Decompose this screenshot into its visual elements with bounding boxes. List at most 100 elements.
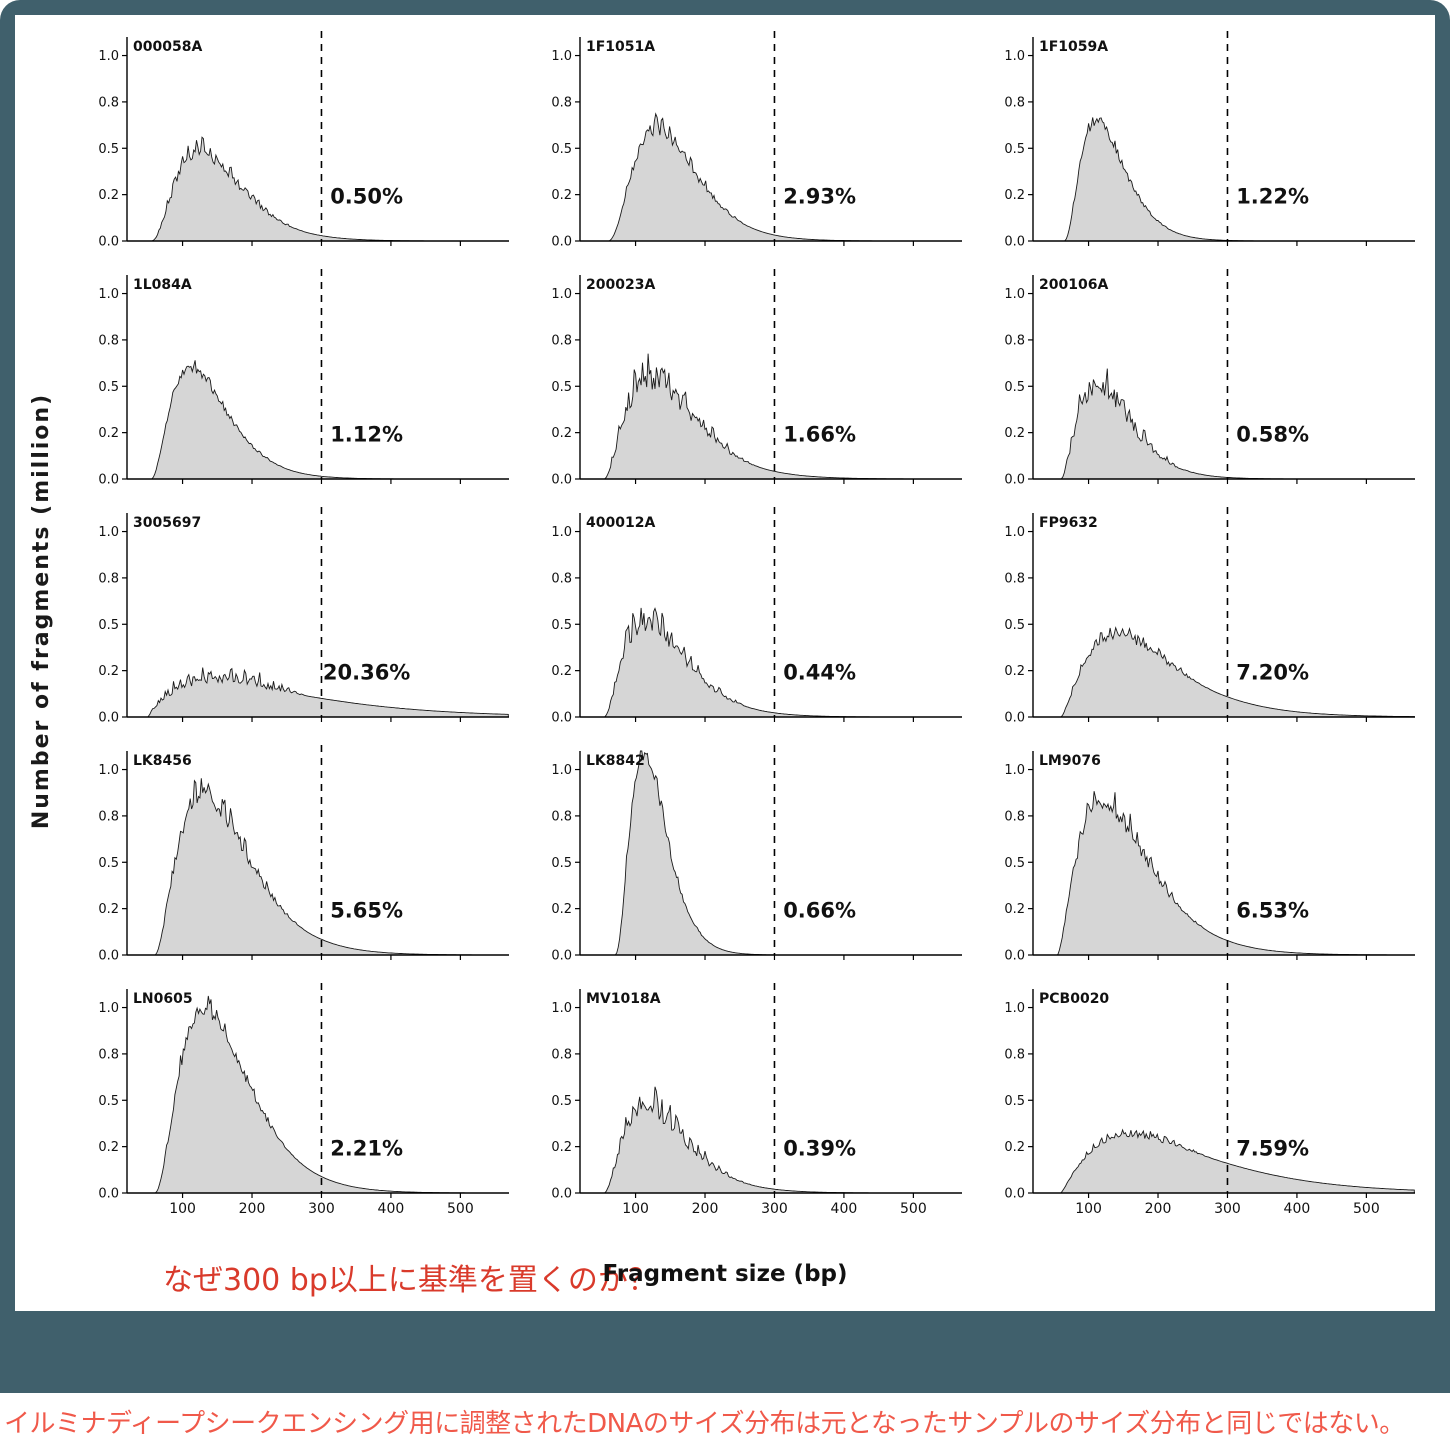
histogram-panel-cell: 0.0 0.2 0.5 0.8 1.0 100 200 300 400 500 LN0605 2.21… — [77, 981, 517, 1219]
y-tick-label: 0.2 — [551, 664, 572, 679]
y-tick-label: 0.2 — [1004, 1140, 1025, 1155]
y-tick-label: 1.0 — [551, 287, 572, 302]
histogram-panel: 0.0 0.2 0.5 0.8 1.0 200106A 0.58% — [1004, 269, 1415, 488]
distribution-area — [146, 667, 509, 718]
y-tick-label: 0.8 — [98, 1047, 119, 1062]
y-tick-label: 0.5 — [551, 618, 572, 633]
y-tick-label: 0.5 — [1004, 856, 1025, 871]
panel-sample-id: PCB0020 — [1039, 991, 1109, 1007]
y-tick-label: 1.0 — [1004, 1001, 1025, 1016]
caption-text: イルミナディープシークエンシング用に調整されたDNAのサイズ分布は元となったサン… — [4, 1409, 1405, 1439]
y-tick-label: 0.8 — [98, 571, 119, 586]
y-tick-label: 1.0 — [98, 763, 119, 778]
panel-sample-id: 3005697 — [133, 515, 201, 531]
panel-sample-id: LK8842 — [586, 753, 645, 769]
histogram-panel-cell: 0.0 0.2 0.5 0.8 1.0 400012A 0.44% — [530, 505, 970, 743]
histogram-panel: 0.0 0.2 0.5 0.8 1.0 000058A 0.50% — [98, 31, 509, 250]
y-tick-label: 0.8 — [98, 333, 119, 348]
y-tick-label: 0.0 — [1004, 235, 1025, 250]
y-tick-label: 1.0 — [551, 763, 572, 778]
panel-sample-id: 1L084A — [133, 277, 192, 293]
y-tick-label: 1.0 — [98, 49, 119, 64]
panel-sample-id: 200106A — [1039, 277, 1108, 293]
y-tick-label: 0.5 — [1004, 618, 1025, 633]
panel-sample-id: LM9076 — [1039, 753, 1101, 769]
histogram-panel-cell: 0.0 0.2 0.5 0.8 1.0 1L084A 1.12% — [77, 267, 517, 505]
y-tick-label: 0.0 — [551, 711, 572, 726]
y-tick-label: 0.0 — [98, 1187, 119, 1202]
histogram-panel: 0.0 0.2 0.5 0.8 1.0 LM9076 6.53% — [1004, 745, 1415, 964]
annotation-question: なぜ300 bp以上に基準を置くのか？ — [163, 1263, 658, 1298]
y-tick-label: 0.5 — [98, 380, 119, 395]
panel-percent-label: 0.50% — [330, 184, 403, 208]
y-tick-label: 0.5 — [98, 1094, 119, 1109]
y-tick-label: 0.2 — [1004, 902, 1025, 917]
x-tick-label: 300 — [1214, 1201, 1241, 1217]
y-tick-label: 0.2 — [1004, 664, 1025, 679]
y-tick-label: 0.8 — [1004, 95, 1025, 110]
histogram-panel-cell: 0.0 0.2 0.5 0.8 1.0 LK8456 5.65% — [77, 743, 517, 981]
y-tick-label: 1.0 — [98, 287, 119, 302]
y-tick-label: 1.0 — [1004, 49, 1025, 64]
histogram-panel: 0.0 0.2 0.5 0.8 1.0 100 200 300 400 500 PCB0020 7.5… — [1004, 983, 1415, 1217]
caption-bar: イルミナディープシークエンシング用に調整されたDNAのサイズ分布は元となったサン… — [0, 1393, 1450, 1450]
x-tick-label: 400 — [1284, 1201, 1311, 1217]
y-tick-label: 0.8 — [1004, 333, 1025, 348]
x-tick-label: 100 — [622, 1201, 649, 1217]
x-tick-label: 100 — [169, 1201, 196, 1217]
y-tick-label: 0.5 — [1004, 380, 1025, 395]
histogram-panel: 0.0 0.2 0.5 0.8 1.0 100 200 300 400 500 LN0605 2.21… — [98, 983, 509, 1217]
panel-sample-id: LN0605 — [133, 991, 193, 1007]
y-tick-label: 1.0 — [551, 49, 572, 64]
x-axis-label: Fragment size (bp) — [602, 1261, 848, 1287]
panel-percent-label: 0.44% — [783, 660, 856, 684]
x-tick-label: 200 — [1145, 1201, 1172, 1217]
y-tick-label: 1.0 — [98, 525, 119, 540]
histogram-panel: 0.0 0.2 0.5 0.8 1.0 200023A 1.66% — [551, 269, 962, 488]
y-tick-label: 1.0 — [98, 1001, 119, 1016]
histogram-panel-cell: 0.0 0.2 0.5 0.8 1.0 100 200 300 400 500 MV1018A 0.3… — [530, 981, 970, 1219]
x-tick-label: 500 — [900, 1201, 927, 1217]
y-tick-label: 0.5 — [551, 142, 572, 157]
histogram-panel-cell: 0.0 0.2 0.5 0.8 1.0 000058A 0.50% — [77, 29, 517, 267]
histogram-panel: 0.0 0.2 0.5 0.8 1.0 400012A 0.44% — [551, 507, 962, 726]
y-axis-label: Number of fragments (million) — [29, 393, 54, 830]
x-tick-label: 500 — [447, 1201, 474, 1217]
histogram-panel-cell: 0.0 0.2 0.5 0.8 1.0 200106A 0.58% — [983, 267, 1423, 505]
panel-percent-label: 1.66% — [783, 422, 856, 446]
y-tick-label: 0.0 — [551, 1187, 572, 1202]
panel-sample-id: LK8456 — [133, 753, 192, 769]
panel-percent-label: 2.93% — [783, 184, 856, 208]
y-tick-label: 0.8 — [551, 1047, 572, 1062]
panel-percent-label: 5.65% — [330, 898, 403, 922]
panel-sample-id: 200023A — [586, 277, 655, 293]
y-tick-label: 0.2 — [551, 902, 572, 917]
y-tick-label: 0.8 — [551, 95, 572, 110]
panel-sample-id: MV1018A — [586, 991, 661, 1007]
y-tick-label: 0.5 — [1004, 1094, 1025, 1109]
y-tick-label: 0.5 — [98, 618, 119, 633]
y-tick-label: 0.0 — [98, 949, 119, 964]
y-tick-label: 0.2 — [551, 188, 572, 203]
y-tick-label: 0.0 — [1004, 949, 1025, 964]
panel-percent-label: 0.66% — [783, 898, 856, 922]
y-tick-label: 1.0 — [551, 525, 572, 540]
y-tick-label: 0.5 — [551, 1094, 572, 1109]
distribution-area — [1059, 1128, 1415, 1194]
histogram-panel-cell: 0.0 0.2 0.5 0.8 1.0 LK8842 0.66% — [530, 743, 970, 981]
y-tick-label: 0.8 — [551, 571, 572, 586]
histogram-panel-cell: 0.0 0.2 0.5 0.8 1.0 1F1051A 2.93% — [530, 29, 970, 267]
x-tick-label: 100 — [1075, 1201, 1102, 1217]
x-tick-label: 500 — [1353, 1201, 1380, 1217]
y-tick-label: 0.2 — [98, 902, 119, 917]
y-tick-label: 0.8 — [1004, 809, 1025, 824]
y-tick-label: 0.2 — [1004, 426, 1025, 441]
y-tick-label: 0.8 — [551, 809, 572, 824]
histogram-panel: 0.0 0.2 0.5 0.8 1.0 FP9632 7.20% — [1004, 507, 1415, 726]
panel-percent-label: 7.59% — [1236, 1136, 1309, 1160]
panel-percent-label: 1.22% — [1236, 184, 1309, 208]
panel-percent-label: 7.20% — [1236, 660, 1309, 684]
distribution-area — [154, 778, 473, 956]
y-tick-label: 0.5 — [551, 380, 572, 395]
panel-sample-id: 400012A — [586, 515, 655, 531]
